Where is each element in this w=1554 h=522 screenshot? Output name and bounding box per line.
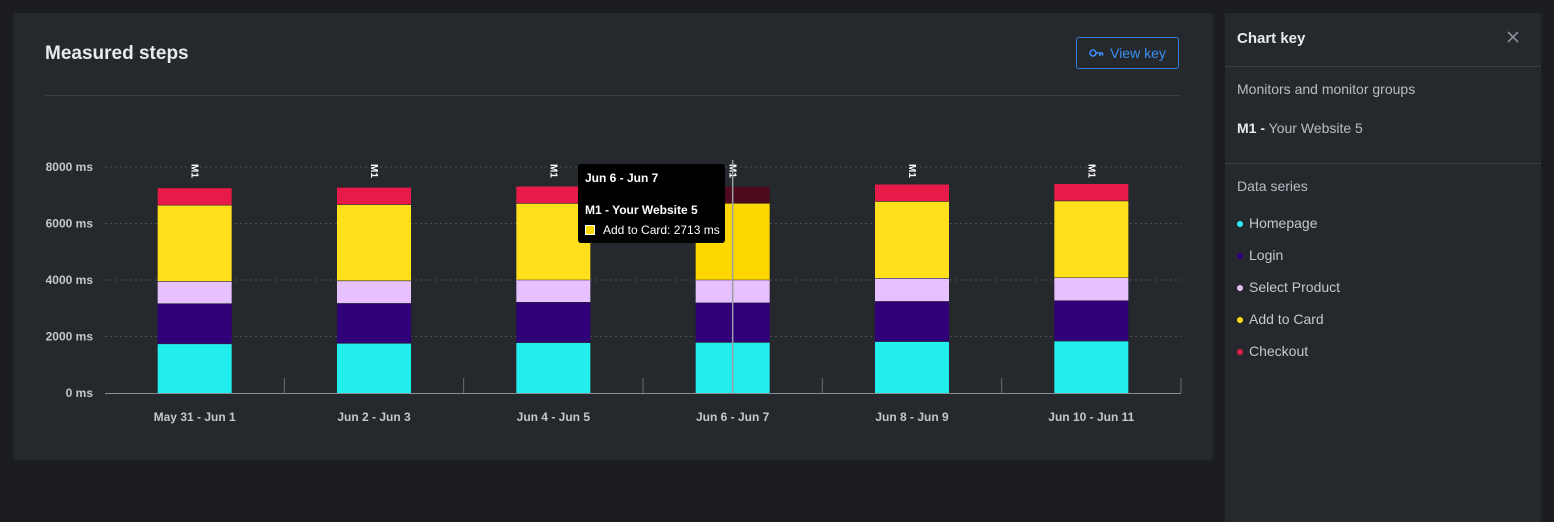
x-tick-label: Jun 6 - Jun 7 — [696, 410, 770, 424]
series-legend: Homepage Login Select Product Add to Card Ch… — [1237, 215, 1340, 375]
legend-label: Checkout — [1249, 343, 1309, 359]
x-tick-label: Jun 10 - Jun 11 — [1048, 410, 1134, 424]
bar-segment-select-product — [516, 280, 591, 303]
bar-segment-login — [157, 303, 232, 344]
bar-label: M1 — [547, 164, 558, 178]
bar-segment-checkout — [1054, 183, 1129, 201]
bar-segment-add-to-card — [1054, 200, 1129, 278]
legend-item[interactable]: Select Product — [1237, 279, 1340, 311]
bar-segment-homepage — [1054, 341, 1129, 393]
bar-segment-add-to-card — [516, 203, 591, 280]
bar-segment-login — [337, 303, 411, 344]
bar-segment-login — [516, 302, 591, 343]
panel-title: Chart key — [1237, 30, 1306, 47]
bar-segment-homepage — [337, 343, 411, 393]
card-divider — [45, 95, 1181, 96]
y-tick-label: 0 ms — [66, 386, 94, 400]
x-tick-label: Jun 2 - Jun 3 — [337, 410, 411, 424]
legend-dot — [1237, 317, 1243, 323]
tooltip-date: Jun 6 - Jun 7 — [585, 171, 659, 185]
monitor-id: M1 - — [1237, 120, 1265, 136]
key-icon — [1089, 45, 1104, 61]
view-key-button[interactable]: View key — [1076, 37, 1179, 69]
card-title: Measured steps — [45, 43, 189, 64]
legend-label: Login — [1249, 247, 1284, 263]
legend-label: Homepage — [1249, 215, 1318, 231]
monitor-entry[interactable]: M1 - Your Website 5 — [1237, 120, 1363, 136]
bar-segment-homepage — [516, 342, 591, 393]
legend-item[interactable]: Add to Card — [1237, 311, 1340, 343]
x-tick-label: Jun 4 - Jun 5 — [517, 410, 591, 424]
bar-segment-select-product — [1054, 277, 1129, 301]
bar-segment-add-to-card — [157, 205, 232, 282]
legend-label: Select Product — [1249, 279, 1341, 295]
bar-segment-select-product — [337, 280, 411, 304]
y-tick-label: 6000 ms — [46, 217, 94, 231]
bar-label: M1 — [906, 164, 917, 178]
tooltip-row: Add to Card: 2713 ms — [585, 223, 720, 237]
tooltip-swatch — [585, 225, 595, 235]
bar-segment-select-product — [157, 281, 232, 304]
bar-label: M1 — [1085, 164, 1096, 178]
panel-divider — [1225, 163, 1541, 164]
series-heading: Data series — [1237, 178, 1308, 194]
legend-item[interactable]: Checkout — [1237, 343, 1340, 375]
legend-dot — [1237, 349, 1243, 355]
close-icon[interactable] — [1505, 29, 1521, 45]
legend-label: Add to Card — [1249, 311, 1324, 327]
y-tick-label: 2000 ms — [46, 330, 94, 344]
legend-item[interactable]: Login — [1237, 247, 1340, 279]
bar-segment-checkout — [337, 187, 411, 205]
bar-segment-login — [875, 301, 949, 342]
bar-segment-checkout — [875, 184, 949, 202]
bar-segment-checkout — [157, 188, 232, 206]
tooltip-monitor: M1 - Your Website 5 — [585, 203, 698, 217]
legend-dot — [1237, 221, 1243, 227]
bar-label: M1 — [189, 164, 200, 178]
chart-key-panel: Chart key Monitors and monitor groups M1… — [1225, 13, 1541, 522]
tooltip-value: Add to Card: 2713 ms — [603, 223, 720, 237]
chart-tooltip: Jun 6 - Jun 7 M1 - Your Website 5 Add to… — [578, 164, 725, 243]
y-tick-label: 8000 ms — [46, 160, 94, 174]
legend-item[interactable]: Homepage — [1237, 215, 1340, 247]
bar-segment-add-to-card — [875, 201, 949, 279]
bar-segment-homepage — [157, 343, 232, 393]
x-tick-label: Jun 8 - Jun 9 — [875, 410, 949, 424]
bar-segment-select-product — [875, 278, 949, 302]
monitor-name: Your Website 5 — [1268, 120, 1363, 136]
y-tick-label: 4000 ms — [46, 273, 94, 287]
monitors-heading: Monitors and monitor groups — [1237, 81, 1416, 97]
bar-segment-add-to-card — [337, 204, 411, 281]
bar-segment-login — [1054, 300, 1129, 342]
legend-dot — [1237, 253, 1243, 259]
bar-segment-homepage — [875, 341, 949, 393]
panel-divider — [1225, 66, 1541, 67]
bar-segment-checkout — [516, 186, 591, 204]
legend-dot — [1237, 285, 1243, 291]
bar-label: M1 — [368, 164, 379, 178]
x-tick-label: May 31 - Jun 1 — [154, 410, 236, 424]
view-key-label: View key — [1110, 45, 1166, 61]
